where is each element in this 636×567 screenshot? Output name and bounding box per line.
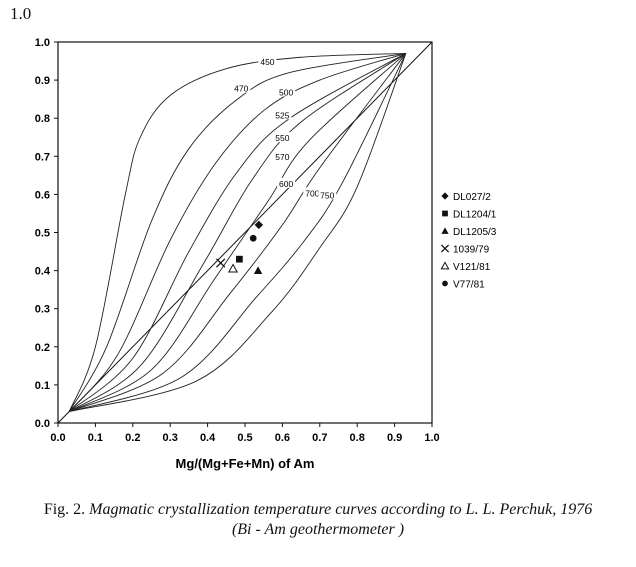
x-tick-label: 1.0	[424, 432, 439, 444]
isotherm-label-bg	[258, 55, 277, 66]
x-tick-label: 0.4	[200, 432, 216, 444]
isotherm-label-700: 700	[305, 188, 319, 198]
y-tick-label: 0.9	[35, 75, 50, 87]
isotherm-label-bg	[273, 151, 292, 162]
legend-label: V121/81	[453, 262, 491, 273]
legend-marker	[442, 210, 448, 217]
legend-marker	[440, 261, 450, 270]
axes: 0.0 0.1 0.2 0.3 0.4 0.5 0.6 0.7 0.8 0.9 1.0 0.0 0.1 0…	[35, 37, 440, 444]
legend-marker	[441, 192, 449, 200]
legend: DL027/2 DL1204/1 DL1205/3 1039/79 V121/81 V77…	[440, 192, 497, 291]
isotherm-700	[69, 53, 407, 413]
isotherm-500	[68, 53, 406, 412]
x-tick-label: 0.8	[350, 432, 365, 444]
isotherm-label-bg	[273, 109, 292, 120]
chart: 450 470 500 525 550 570 600 700 750 0.0 0.1 0.2 0.3…	[35, 37, 497, 471]
legend-label: V77/81	[453, 280, 485, 291]
diagonal-line	[57, 41, 433, 424]
point-dl1205-3	[253, 266, 263, 274]
isotherm-450	[68, 52, 406, 412]
isotherm-label-bg	[232, 82, 251, 93]
y-tick-label: 0.7	[35, 151, 50, 163]
y-tick-label: 0.6	[35, 189, 50, 201]
legend-item: 1039/79	[440, 244, 490, 256]
x-tick-label: 0.2	[125, 432, 140, 444]
x-tick-label: 0.1	[88, 432, 103, 444]
isotherm-570	[69, 53, 407, 412]
x-tick-label: 0.0	[50, 432, 65, 444]
legend-item: V77/81	[442, 280, 485, 291]
caption-fig-prefix: Fig. 2.	[43, 501, 86, 518]
isotherm-label-bg	[277, 86, 296, 97]
isotherm-label-550: 550	[275, 133, 289, 143]
isotherm-label-600: 600	[279, 179, 293, 189]
legend-label: DL1205/3	[453, 227, 497, 238]
isotherm-curves: 450 470 500 525 550 570 600 700 750	[57, 41, 433, 424]
point-dl027-2	[254, 220, 264, 230]
isotherm-label-500: 500	[279, 87, 293, 97]
x-tick-label: 0.6	[275, 432, 290, 444]
data-points	[216, 220, 264, 274]
x-tick-label: 0.3	[163, 432, 178, 444]
y-tick-label: 0.3	[35, 304, 50, 316]
isotherm-label-570: 570	[275, 152, 289, 162]
legend-marker	[440, 244, 450, 253]
point-dl1204-1	[236, 255, 243, 263]
y-tick-label: 0.0	[35, 418, 50, 430]
point-v121-81	[227, 263, 239, 273]
caption-title: Magmatic crystallization temperature cur…	[89, 501, 593, 518]
y-tick-label: 0.1	[35, 380, 50, 392]
isotherm-550	[68, 53, 407, 412]
isotherm-525	[68, 53, 407, 412]
isotherm-470	[68, 52, 406, 412]
x-tick-label: 0.7	[312, 432, 327, 444]
isotherm-750	[69, 53, 407, 413]
isotherm-label-750: 750	[320, 190, 334, 200]
isotherm-label-bg	[318, 189, 337, 200]
isotherm-label-bg	[303, 187, 322, 198]
x-tick-label: 0.9	[387, 432, 402, 444]
y-tick-label: 0.5	[35, 228, 50, 240]
figure-caption: Fig. 2. Magmatic crystallization tempera…	[0, 500, 636, 540]
legend-item: DL1204/1	[442, 210, 497, 221]
legend-item: DL027/2	[441, 192, 491, 203]
legend-label: DL1204/1	[453, 210, 497, 221]
y-tick-label: 0.8	[35, 113, 50, 125]
isotherm-label-bg	[273, 132, 292, 143]
isotherm-label-bg	[277, 177, 296, 188]
legend-marker	[442, 280, 448, 287]
legend-marker-stroke-b	[440, 244, 450, 253]
x-axis-label: Mg/(Mg+Fe+Mn) of Am	[176, 456, 315, 471]
x-tick-label: 0.5	[237, 432, 252, 444]
isotherm-label-450: 450	[260, 57, 274, 67]
caption-line-2: (Bi - Am geothermometer )	[231, 521, 405, 538]
legend-item: DL1205/3	[441, 227, 497, 238]
legend-label: DL027/2	[453, 192, 491, 203]
legend-marker	[441, 227, 449, 234]
isotherm-600	[69, 53, 407, 412]
y-tick-label: 1.0	[35, 37, 50, 49]
point-v77-81	[249, 234, 257, 242]
isotherm-label-525: 525	[275, 110, 289, 120]
page-label: 1.0	[10, 4, 32, 23]
point-1039-79-stroke-b	[216, 258, 226, 268]
isotherm-label-470: 470	[234, 84, 248, 94]
legend-label: 1039/79	[453, 245, 490, 256]
caption-line-1: Fig. 2. Magmatic crystallization tempera…	[0, 500, 636, 520]
legend-item: V121/81	[440, 261, 491, 273]
y-tick-label: 0.2	[35, 342, 50, 354]
point-1039-79	[216, 258, 226, 268]
y-tick-label: 0.4	[35, 266, 51, 278]
